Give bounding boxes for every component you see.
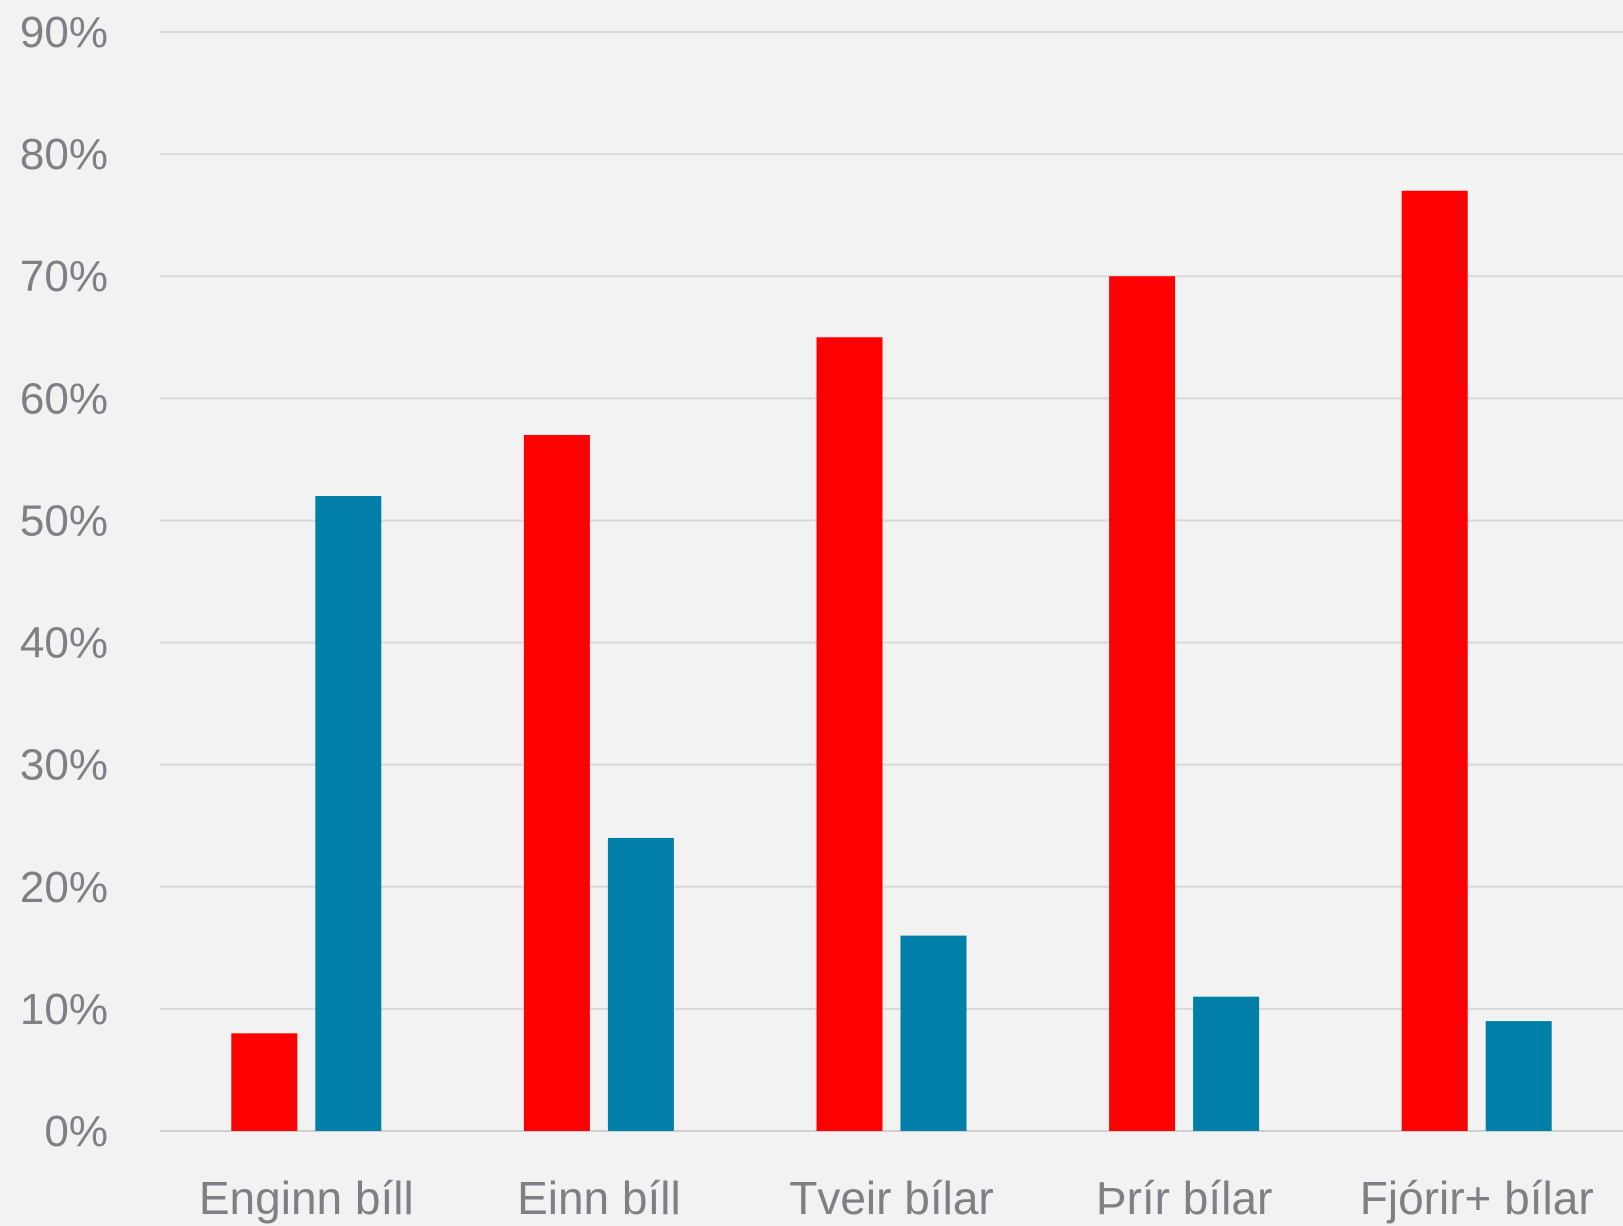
x-category-label: Einn bíll [517,1172,681,1224]
bar-series-2-5 [1485,1021,1552,1131]
y-tick-label: 80% [20,130,108,179]
bar-series-1-3 [816,337,883,1131]
bar-series-2-3 [900,935,967,1131]
x-category-label: Þrír bílar [1096,1172,1272,1224]
bar-series-1-2 [523,434,590,1131]
bar-series-2-1 [315,496,382,1131]
bars [231,190,1552,1131]
x-category-label: Fjórir+ bílar [1360,1172,1594,1224]
x-axis: Enginn bíll Einn bíll Tveir bílar Þrír bíla… [199,1172,1594,1224]
gridlines [160,31,1623,1132]
y-tick-label: 0% [44,1107,108,1156]
x-category-label: Enginn bíll [199,1172,414,1224]
bar-series-1-4 [1109,276,1176,1131]
bar-series-1-1 [231,1033,298,1131]
x-category-label: Tveir bílar [789,1172,993,1224]
y-tick-label: 30% [20,741,108,790]
y-tick-label: 50% [20,496,108,545]
y-tick-label: 60% [20,374,108,423]
y-tick-label: 20% [20,863,108,912]
bar-series-2-2 [607,837,674,1131]
y-tick-label: 90% [20,8,108,57]
bar-series-2-4 [1193,996,1260,1131]
y-axis: 0% 10% 20% 30% 40% 50% 60% 70% 80% 90% [20,8,108,1156]
y-tick-label: 70% [20,252,108,301]
y-tick-label: 40% [20,619,108,668]
bar-series-1-5 [1401,190,1468,1131]
y-tick-label: 10% [20,985,108,1034]
